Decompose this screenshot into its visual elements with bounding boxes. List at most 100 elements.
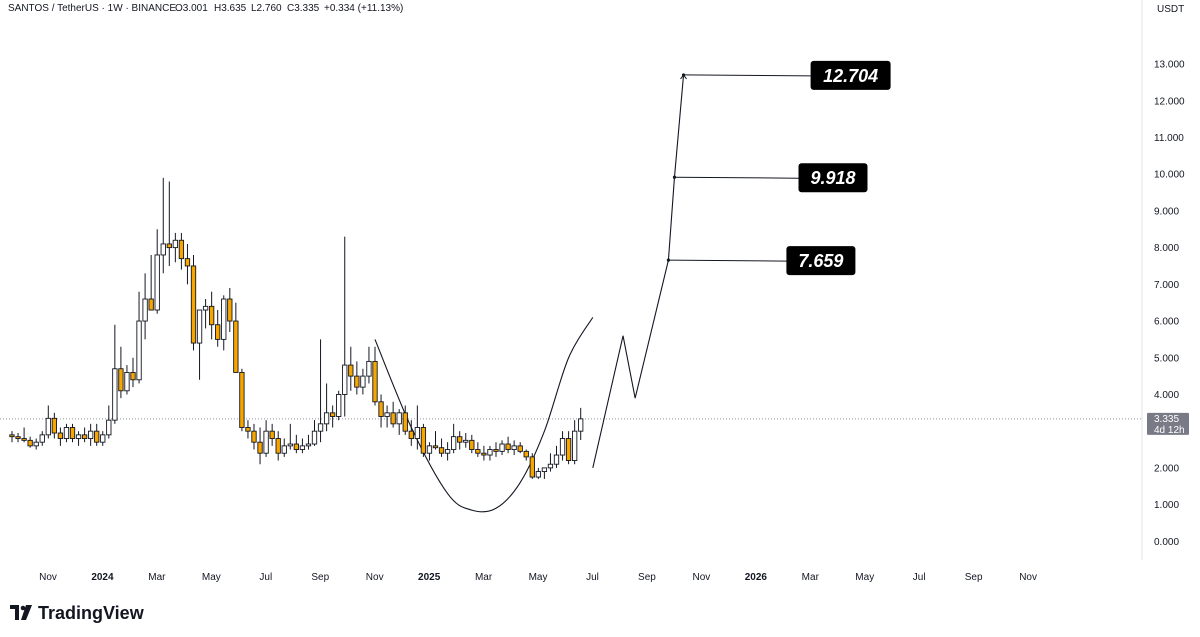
candle[interactable] [215,310,221,347]
candle[interactable] [221,295,227,351]
candle[interactable] [305,434,312,450]
candle[interactable] [493,442,499,457]
candle[interactable] [75,431,82,446]
candle[interactable] [112,324,118,424]
candle[interactable] [372,346,378,406]
candle[interactable] [299,438,306,454]
candle[interactable] [354,361,360,395]
candle[interactable] [9,431,15,443]
candle[interactable] [94,423,100,446]
candle[interactable] [336,390,342,421]
candle[interactable] [535,467,542,479]
candle[interactable] [323,383,330,432]
candle[interactable] [487,445,493,461]
candle[interactable] [287,423,293,450]
candle[interactable] [578,407,584,440]
candle[interactable] [227,288,233,333]
candle[interactable] [57,427,64,446]
candle[interactable] [511,440,517,456]
candle[interactable] [348,346,354,391]
candle[interactable] [245,420,251,439]
candle[interactable] [100,431,106,446]
candle[interactable] [432,431,439,450]
candle[interactable] [523,449,529,461]
candle[interactable] [27,436,33,448]
candle[interactable] [269,423,275,446]
candle[interactable] [124,365,130,395]
candle[interactable] [178,232,185,270]
candle[interactable] [420,423,427,457]
candle[interactable] [408,420,414,446]
candle[interactable] [81,427,88,443]
candle[interactable] [457,431,463,450]
candle[interactable] [330,405,336,428]
candle[interactable] [148,254,154,311]
candle[interactable] [541,467,548,479]
candle[interactable] [426,442,433,461]
candle[interactable] [293,434,299,454]
candle[interactable] [444,442,451,461]
candle[interactable] [565,431,572,465]
candle[interactable] [360,368,366,395]
candle[interactable] [251,423,257,450]
candle[interactable] [263,420,269,457]
x-axis[interactable]: Nov 2024 Mar May Jul Sep Nov 2025 Mar May Jul Sep No… [39,572,1037,583]
candle[interactable] [51,412,58,439]
candle[interactable] [202,299,209,329]
candle[interactable] [517,442,523,454]
candle[interactable] [190,254,197,351]
candle[interactable] [136,291,142,384]
candle[interactable] [33,438,39,450]
candle[interactable] [39,431,45,446]
candle[interactable] [469,434,475,454]
candle[interactable] [160,177,166,274]
candle[interactable] [451,423,457,454]
y-axis[interactable]: 0.0001.0002.0003.0004.0005.0006.0007.000… [1154,60,1185,548]
candle[interactable] [499,440,505,456]
candle[interactable] [559,431,566,461]
candle[interactable] [45,405,51,439]
candle[interactable] [87,423,94,446]
candle[interactable] [63,423,70,443]
candle[interactable] [69,423,76,443]
candle[interactable] [166,181,172,266]
candle[interactable] [154,229,160,314]
candle[interactable] [15,433,21,443]
candle[interactable] [475,442,481,457]
candle[interactable] [281,438,287,457]
candle[interactable] [553,445,560,468]
candle[interactable] [438,438,445,457]
candle[interactable] [505,436,511,454]
candle[interactable] [572,420,578,465]
candle[interactable] [275,431,281,461]
candle[interactable] [481,445,487,461]
candle[interactable] [396,409,402,435]
candle[interactable] [378,394,384,428]
candle[interactable] [142,273,148,340]
candle[interactable] [184,243,191,285]
candle[interactable] [414,405,420,450]
candles[interactable] [9,177,584,479]
tradingview-logo[interactable]: TradingView [10,603,145,623]
candle[interactable] [311,420,318,446]
candle[interactable] [172,232,178,263]
candle[interactable] [106,405,112,439]
candle[interactable] [463,433,469,448]
candle[interactable] [366,346,372,384]
candle[interactable] [118,346,124,399]
candle[interactable] [239,368,245,432]
candle[interactable] [529,453,535,479]
candle[interactable] [384,405,390,428]
candle[interactable] [257,427,263,465]
candle[interactable] [21,427,27,443]
candle[interactable] [233,302,239,373]
candle[interactable] [317,339,324,443]
candle[interactable] [342,236,348,417]
candle[interactable] [390,401,396,428]
candle[interactable] [547,453,554,472]
candle[interactable] [402,405,408,435]
candle[interactable] [208,291,215,340]
candle[interactable] [196,309,203,380]
candle[interactable] [130,357,136,388]
